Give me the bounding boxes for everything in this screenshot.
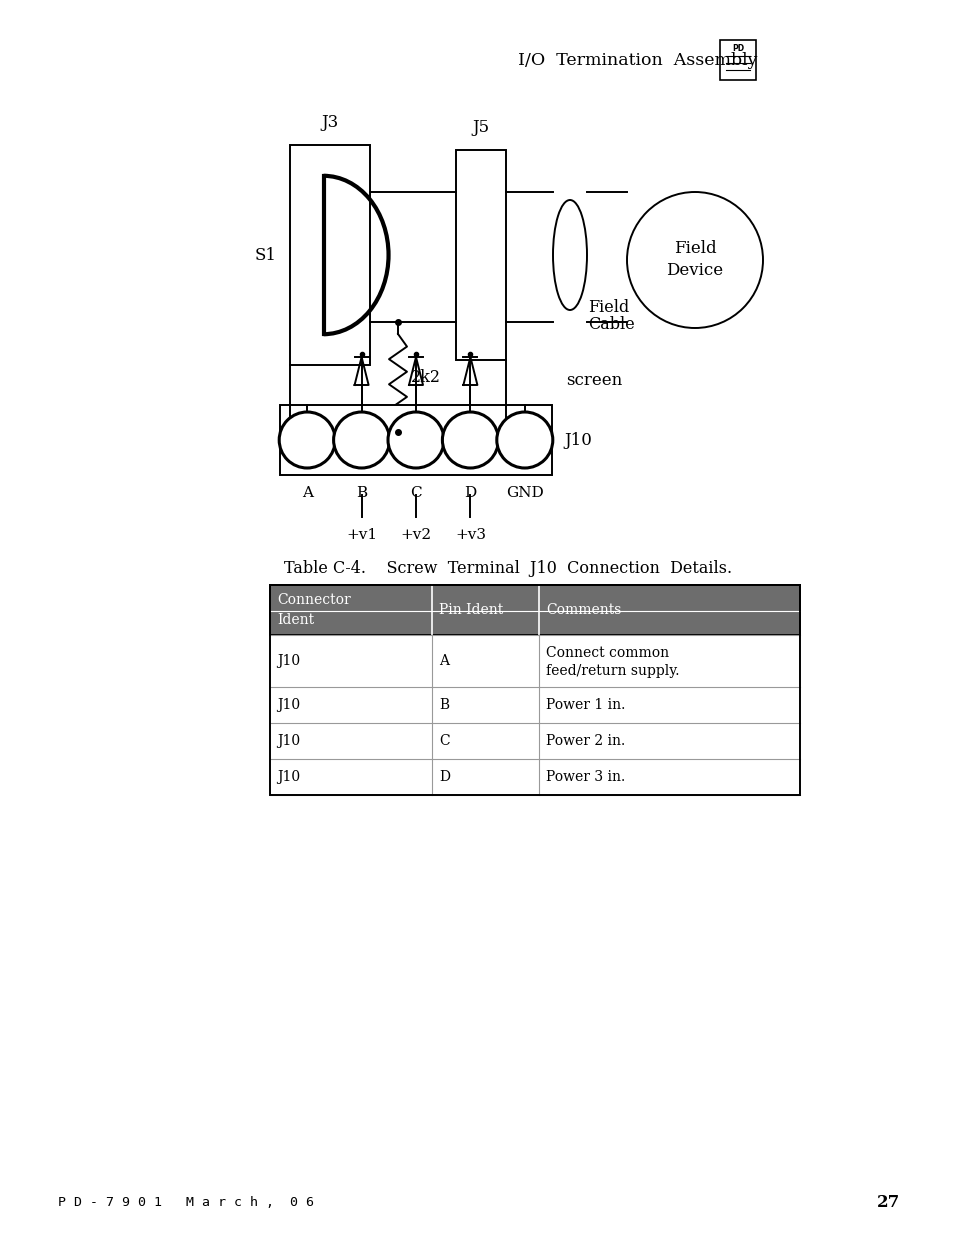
- Text: A: A: [301, 487, 313, 500]
- Text: B: B: [355, 487, 367, 500]
- Bar: [270, 585, 800, 795]
- Bar: [456, 149, 505, 359]
- Circle shape: [279, 412, 335, 468]
- Bar: [280, 405, 552, 475]
- Text: J10: J10: [276, 698, 300, 713]
- Text: Connect common: Connect common: [545, 646, 668, 661]
- Text: Comments: Comments: [545, 603, 620, 618]
- Text: Power 2 in.: Power 2 in.: [545, 734, 624, 748]
- Text: +v1: +v1: [346, 529, 376, 542]
- Circle shape: [497, 412, 552, 468]
- Text: A: A: [438, 655, 449, 668]
- Text: 27: 27: [876, 1194, 899, 1212]
- Bar: [270, 635, 800, 687]
- Text: Pin Ident: Pin Ident: [438, 603, 503, 618]
- Text: I/O  Termination  Assembly: I/O Termination Assembly: [517, 52, 757, 68]
- Text: C: C: [410, 487, 421, 500]
- Bar: [720, 40, 755, 80]
- Bar: [270, 585, 800, 635]
- Text: C: C: [438, 734, 449, 748]
- Text: J10: J10: [276, 734, 300, 748]
- Text: Connector
Ident: Connector Ident: [276, 593, 351, 626]
- Bar: [270, 722, 800, 760]
- Text: Device: Device: [666, 262, 722, 279]
- Text: Field: Field: [587, 299, 629, 315]
- Text: J10: J10: [276, 655, 300, 668]
- Ellipse shape: [553, 200, 586, 310]
- Text: J3: J3: [321, 114, 338, 131]
- Text: Power 1 in.: Power 1 in.: [545, 698, 625, 713]
- Bar: [270, 687, 800, 722]
- Bar: [290, 144, 370, 366]
- Text: P D - 7 9 0 1   M a r c h ,  0 6: P D - 7 9 0 1 M a r c h , 0 6: [58, 1197, 314, 1209]
- Circle shape: [334, 412, 389, 468]
- Bar: [270, 760, 800, 795]
- Text: Field: Field: [673, 240, 716, 257]
- Text: B: B: [438, 698, 449, 713]
- Text: J10: J10: [563, 431, 591, 448]
- Text: Table C-4.    Screw  Terminal  J10  Connection  Details.: Table C-4. Screw Terminal J10 Connection…: [284, 559, 731, 577]
- Text: +v3: +v3: [455, 529, 485, 542]
- Text: +v2: +v2: [400, 529, 431, 542]
- Text: Cable: Cable: [587, 315, 634, 332]
- Text: GND: GND: [505, 487, 543, 500]
- Circle shape: [626, 191, 762, 329]
- Text: S1: S1: [254, 247, 276, 263]
- Text: 2k2: 2k2: [411, 368, 440, 385]
- Text: D: D: [438, 769, 450, 784]
- Circle shape: [442, 412, 497, 468]
- Text: D: D: [464, 487, 476, 500]
- Text: Power 3 in.: Power 3 in.: [545, 769, 624, 784]
- Text: PD: PD: [731, 43, 743, 53]
- Circle shape: [388, 412, 443, 468]
- Text: J5: J5: [472, 119, 489, 136]
- Text: feed/return supply.: feed/return supply.: [545, 664, 679, 678]
- Text: J10: J10: [276, 769, 300, 784]
- Text: screen: screen: [565, 372, 621, 389]
